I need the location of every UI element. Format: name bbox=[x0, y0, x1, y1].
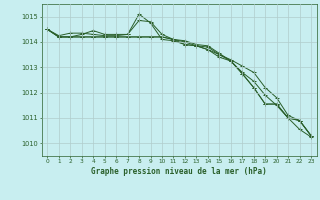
X-axis label: Graphe pression niveau de la mer (hPa): Graphe pression niveau de la mer (hPa) bbox=[91, 167, 267, 176]
